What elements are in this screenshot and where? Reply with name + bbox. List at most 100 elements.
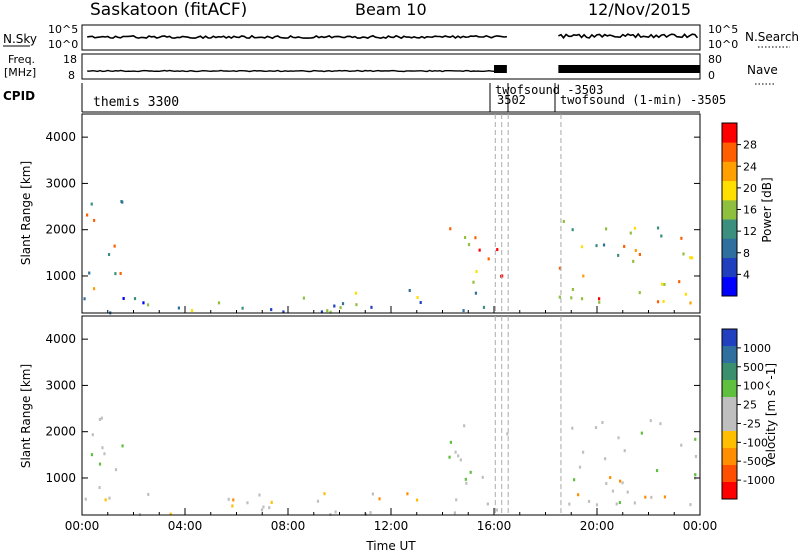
data-cell: [333, 304, 336, 308]
data-cell: [604, 227, 608, 231]
colorbar-tick-label: 16: [743, 204, 757, 217]
data-cell: [615, 502, 618, 506]
data-cell: [694, 454, 698, 458]
data-cell: [302, 296, 306, 300]
power-scatter-cells: [83, 199, 694, 315]
y-tick-label: 3000: [45, 378, 76, 392]
data-cell: [580, 297, 584, 301]
data-cell: [662, 299, 665, 303]
x-tick-label: 04:00: [168, 519, 203, 533]
data-cell: [633, 226, 637, 230]
data-cell: [369, 511, 372, 515]
data-cell: [638, 252, 641, 256]
y-tick-label: 2000: [45, 223, 76, 237]
y-tick-label: 2000: [45, 425, 76, 439]
data-cell: [354, 291, 358, 295]
freq-panel: Freq. [MHz] 18 8 80 0 Nave: [4, 53, 778, 85]
power-colorbar-label: Power [dB]: [760, 177, 774, 242]
data-cell: [467, 243, 471, 247]
data-cell: [598, 300, 601, 304]
data-cell: [84, 497, 87, 501]
power-y-ticks: 1000 2000 3000 4000: [45, 130, 700, 283]
freq-tick-low: 8: [68, 69, 75, 82]
data-cell: [474, 291, 478, 295]
data-cell: [660, 282, 664, 286]
velocity-colorbar-label: Velocity [m s^-1]: [764, 363, 778, 467]
data-cell: [594, 426, 598, 430]
data-cell: [573, 478, 576, 482]
data-cell: [571, 228, 574, 232]
data-cell: [177, 306, 180, 310]
colorbar-tick-label: 8: [743, 247, 750, 260]
data-cell: [663, 282, 666, 286]
data-cell: [464, 477, 467, 481]
velocity-colorbar: 1000 500 100 25 -25 -100 -500 -1000 Velocity [m…: [721, 328, 778, 500]
colorbar-tick-label: -1000: [743, 474, 775, 487]
data-cell: [638, 291, 641, 295]
colorbar-swatch: [722, 414, 737, 432]
data-cell: [270, 500, 273, 504]
power-colorbar-ticks: 4 8 12 16 20 24 28: [737, 139, 757, 281]
velocity-ylabel: Slant Range [km]: [19, 364, 33, 468]
data-cell: [419, 301, 422, 305]
nave-label: Nave: [747, 63, 778, 77]
data-cell: [415, 498, 419, 502]
data-cell: [449, 227, 452, 231]
data-cell: [316, 499, 320, 503]
data-cell: [101, 446, 104, 450]
data-cell: [580, 245, 584, 249]
data-cell: [146, 303, 150, 307]
y-tick-label: 3000: [45, 176, 76, 190]
data-cell: [339, 306, 342, 310]
data-cell: [98, 486, 101, 490]
freq-tick-high: 18: [63, 53, 77, 66]
data-cell: [495, 508, 499, 512]
data-cell: [587, 499, 591, 503]
cpid-panel: CPID themis 3300 twofsound -3503 3502 tw…: [3, 83, 726, 113]
data-cell: [463, 235, 467, 239]
data-cell: [449, 440, 453, 444]
data-cell: [378, 497, 381, 501]
data-cell: [108, 496, 111, 500]
cpid-entry-twofsound: twofsound -3503: [495, 83, 603, 97]
velocity-frame: [81, 315, 701, 516]
data-cell: [463, 424, 466, 428]
power-x-ticks: [81, 306, 701, 313]
colorbar-tick-label: -100: [743, 436, 768, 449]
data-cell: [119, 271, 122, 275]
data-cell: [694, 437, 697, 441]
data-cell: [481, 475, 484, 479]
data-cell: [474, 236, 477, 240]
data-cell: [621, 481, 624, 485]
data-cell: [142, 301, 145, 305]
power-colorbar-swatches: [722, 123, 737, 297]
data-cell: [558, 295, 561, 299]
data-cell: [246, 501, 249, 505]
colorbar-tick-label: -500: [743, 455, 768, 468]
x-tick-label: 20:00: [580, 519, 615, 533]
colorbar-swatch: [722, 329, 737, 347]
data-cell: [690, 256, 694, 260]
colorbar-swatch: [722, 142, 737, 162]
nsky-label: N.Sky: [3, 32, 37, 46]
data-cell: [326, 309, 329, 313]
data-cell: [478, 248, 481, 252]
colorbar-swatch: [722, 431, 737, 449]
data-cell: [262, 505, 265, 509]
data-cell: [475, 270, 478, 274]
colorbar-swatch: [722, 123, 737, 143]
data-cell: [487, 257, 490, 261]
colorbar-swatch: [722, 199, 737, 220]
data-cell: [678, 280, 681, 284]
data-cell: [459, 458, 462, 462]
data-cell: [609, 476, 612, 480]
colorbar-swatch: [722, 257, 737, 278]
data-cell: [595, 503, 599, 507]
data-cell: [329, 512, 332, 516]
data-cell: [147, 492, 150, 496]
data-cell: [626, 490, 629, 494]
y-tick-label: 4000: [45, 332, 76, 346]
data-cell: [656, 300, 660, 304]
velocity-colorbar-swatches: [722, 329, 737, 500]
data-cell: [169, 512, 172, 516]
